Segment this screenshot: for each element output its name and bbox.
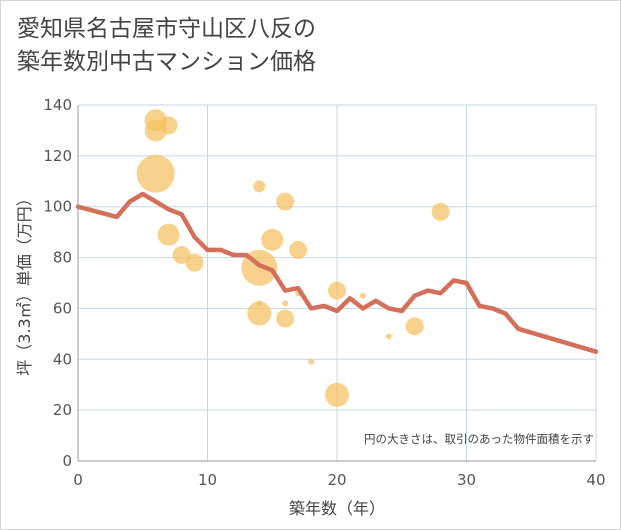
trend-line [75,191,599,354]
y-axis-label: 坪（3.3㎡）単価（万円） [15,190,34,375]
bubble-point-5 [172,246,191,265]
bubble-point-19 [359,292,366,299]
trend-series [75,191,599,354]
x-tick-label-10: 10 [198,471,217,489]
bubble-series [136,109,450,407]
bubble-point-3 [136,154,175,193]
y-tick-label-40: 40 [53,350,72,368]
bubble-point-13 [247,301,272,326]
bubble-point-9 [261,228,284,251]
y-tick-label-140: 140 [43,96,72,114]
axes [77,105,596,462]
bubble-point-8 [276,192,295,211]
chart-title-line-1: 愛知県名古屋市守山区八反の [17,16,316,42]
bubble-point-7 [253,180,266,193]
bubble-point-22 [431,202,450,221]
x-axis-label: 築年数（年） [289,499,385,518]
chart-annotation: 円の大きさは、取引のあった物件面積を示す [364,432,594,446]
y-tick-label-60: 60 [53,299,72,317]
x-tick-labels: 0 10 20 30 40 [73,471,605,489]
bubble-point-21 [405,317,424,336]
bubble-point-23 [325,382,349,407]
bubble-point-20 [385,333,392,340]
y-tick-label-80: 80 [53,249,72,267]
chart-title-line-2: 築年数別中古マンション価格 [17,49,316,75]
bubble-point-15 [276,309,295,328]
x-tick-label-0: 0 [73,471,83,489]
y-tick-label-120: 120 [43,147,72,165]
x-tick-label-30: 30 [457,471,476,489]
y-tick-label-20: 20 [53,401,72,419]
bubble-point-10 [289,240,308,259]
bubble-point-2 [159,116,178,135]
bubble-point-17 [308,358,315,365]
y-tick-labels: 0 20 40 60 80 100 120 140 [43,96,72,470]
y-tick-label-0: 0 [62,452,72,470]
bubble-point-6 [185,253,204,272]
x-tick-label-40: 40 [586,471,605,489]
bubble-point-18 [328,281,346,300]
chart-title: 愛知県名古屋市守山区八反の 築年数別中古マンション価格 [17,13,316,79]
y-tick-label-100: 100 [43,198,72,216]
bubble-point-14 [282,300,289,307]
bubble-point-4 [157,223,180,246]
x-tick-label-20: 20 [327,471,346,489]
